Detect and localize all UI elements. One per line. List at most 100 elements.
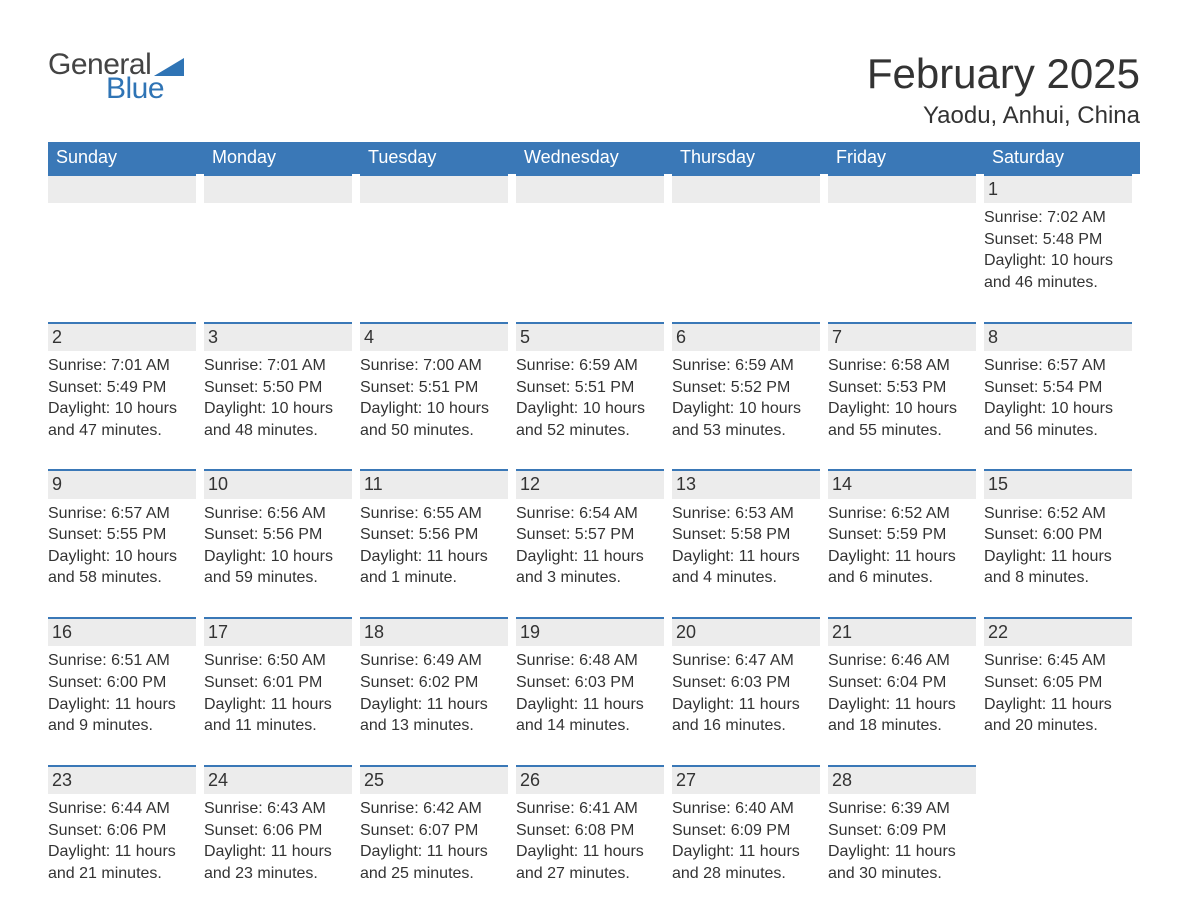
day-cell: 19Sunrise: 6:48 AMSunset: 6:03 PMDayligh… bbox=[516, 617, 672, 765]
daylight-text: and 59 minutes. bbox=[204, 567, 352, 589]
daylight-text: and 56 minutes. bbox=[984, 420, 1132, 442]
logo: General Blue bbox=[48, 50, 184, 104]
day-number-bar: 7 bbox=[828, 322, 976, 351]
daylight-text: Daylight: 10 hours bbox=[48, 398, 196, 420]
sunset-text: Sunset: 6:04 PM bbox=[828, 672, 976, 694]
sunrise-text: Sunrise: 6:46 AM bbox=[828, 650, 976, 672]
sunrise-text: Sunrise: 6:48 AM bbox=[516, 650, 664, 672]
sunset-text: Sunset: 5:51 PM bbox=[360, 377, 508, 399]
daylight-text: and 30 minutes. bbox=[828, 863, 976, 885]
day-number-bar: 20 bbox=[672, 617, 820, 646]
sunrise-text: Sunrise: 6:56 AM bbox=[204, 503, 352, 525]
day-cell bbox=[360, 174, 516, 322]
sunrise-text: Sunrise: 6:40 AM bbox=[672, 798, 820, 820]
sunrise-text: Sunrise: 7:01 AM bbox=[48, 355, 196, 377]
sunrise-text: Sunrise: 7:00 AM bbox=[360, 355, 508, 377]
week-row: 9Sunrise: 6:57 AMSunset: 5:55 PMDaylight… bbox=[48, 469, 1140, 617]
daylight-text: Daylight: 11 hours bbox=[204, 694, 352, 716]
sunrise-text: Sunrise: 6:39 AM bbox=[828, 798, 976, 820]
daylight-text: Daylight: 11 hours bbox=[48, 841, 196, 863]
sunset-text: Sunset: 5:52 PM bbox=[672, 377, 820, 399]
daylight-text: Daylight: 10 hours bbox=[48, 546, 196, 568]
sunset-text: Sunset: 6:09 PM bbox=[672, 820, 820, 842]
day-cell: 22Sunrise: 6:45 AMSunset: 6:05 PMDayligh… bbox=[984, 617, 1140, 765]
sunset-text: Sunset: 5:51 PM bbox=[516, 377, 664, 399]
daylight-text: and 11 minutes. bbox=[204, 715, 352, 737]
day-cell: 8 Sunrise: 6:57 AMSunset: 5:54 PMDaylight… bbox=[984, 322, 1140, 470]
daylight-text: Daylight: 11 hours bbox=[828, 546, 976, 568]
sunset-text: Sunset: 5:50 PM bbox=[204, 377, 352, 399]
sunset-text: Sunset: 6:03 PM bbox=[516, 672, 664, 694]
day-number-bar: 25 bbox=[360, 765, 508, 794]
daylight-text: Daylight: 11 hours bbox=[48, 694, 196, 716]
daylight-text: Daylight: 10 hours bbox=[984, 398, 1132, 420]
day-cell bbox=[984, 765, 1140, 913]
daylight-text: Daylight: 11 hours bbox=[516, 546, 664, 568]
sunrise-text: Sunrise: 6:59 AM bbox=[516, 355, 664, 377]
weeks-container: 1Sunrise: 7:02 AMSunset: 5:48 PMDaylight… bbox=[48, 174, 1140, 912]
sunrise-text: Sunrise: 6:41 AM bbox=[516, 798, 664, 820]
daylight-text: and 53 minutes. bbox=[672, 420, 820, 442]
day-cell: 26Sunrise: 6:41 AMSunset: 6:08 PMDayligh… bbox=[516, 765, 672, 913]
sunset-text: Sunset: 6:00 PM bbox=[48, 672, 196, 694]
sunrise-text: Sunrise: 6:47 AM bbox=[672, 650, 820, 672]
daylight-text: and 3 minutes. bbox=[516, 567, 664, 589]
weekday-wednesday: Wednesday bbox=[516, 142, 672, 174]
day-cell: 27Sunrise: 6:40 AMSunset: 6:09 PMDayligh… bbox=[672, 765, 828, 913]
sunset-text: Sunset: 5:59 PM bbox=[828, 524, 976, 546]
day-cell: 23Sunrise: 6:44 AMSunset: 6:06 PMDayligh… bbox=[48, 765, 204, 913]
day-number-bar: 27 bbox=[672, 765, 820, 794]
sunset-text: Sunset: 5:54 PM bbox=[984, 377, 1132, 399]
daylight-text: and 4 minutes. bbox=[672, 567, 820, 589]
day-number-bar: 21 bbox=[828, 617, 976, 646]
week-row: 23Sunrise: 6:44 AMSunset: 6:06 PMDayligh… bbox=[48, 765, 1140, 913]
daylight-text: and 18 minutes. bbox=[828, 715, 976, 737]
weekday-sunday: Sunday bbox=[48, 142, 204, 174]
day-number-bar: 17 bbox=[204, 617, 352, 646]
sunset-text: Sunset: 6:02 PM bbox=[360, 672, 508, 694]
logo-text-blue: Blue bbox=[106, 74, 184, 104]
day-cell: 3Sunrise: 7:01 AMSunset: 5:50 PMDaylight… bbox=[204, 322, 360, 470]
day-number-bar: 1 bbox=[984, 174, 1132, 203]
day-cell: 4 Sunrise: 7:00 AMSunset: 5:51 PMDaylight… bbox=[360, 322, 516, 470]
daylight-text: and 8 minutes. bbox=[984, 567, 1132, 589]
weekday-friday: Friday bbox=[828, 142, 984, 174]
weekday-thursday: Thursday bbox=[672, 142, 828, 174]
daylight-text: Daylight: 10 hours bbox=[984, 250, 1132, 272]
day-number-bar: 8 bbox=[984, 322, 1132, 351]
day-cell: 14Sunrise: 6:52 AMSunset: 5:59 PMDayligh… bbox=[828, 469, 984, 617]
day-number-bar: 4 bbox=[360, 322, 508, 351]
day-cell: 13Sunrise: 6:53 AMSunset: 5:58 PMDayligh… bbox=[672, 469, 828, 617]
day-cell: 9Sunrise: 6:57 AMSunset: 5:55 PMDaylight… bbox=[48, 469, 204, 617]
week-row: 1Sunrise: 7:02 AMSunset: 5:48 PMDaylight… bbox=[48, 174, 1140, 322]
day-number-bar: 24 bbox=[204, 765, 352, 794]
day-number-bar: 2 bbox=[48, 322, 196, 351]
day-cell: 2Sunrise: 7:01 AMSunset: 5:49 PMDaylight… bbox=[48, 322, 204, 470]
day-cell: 11Sunrise: 6:55 AMSunset: 5:56 PMDayligh… bbox=[360, 469, 516, 617]
daylight-text: Daylight: 10 hours bbox=[360, 398, 508, 420]
day-number-bar: 15 bbox=[984, 469, 1132, 498]
sunrise-text: Sunrise: 6:57 AM bbox=[984, 355, 1132, 377]
day-cell bbox=[516, 174, 672, 322]
day-cell: 15Sunrise: 6:52 AMSunset: 6:00 PMDayligh… bbox=[984, 469, 1140, 617]
day-cell bbox=[48, 174, 204, 322]
day-cell: 20Sunrise: 6:47 AMSunset: 6:03 PMDayligh… bbox=[672, 617, 828, 765]
daylight-text: Daylight: 11 hours bbox=[360, 841, 508, 863]
weekday-monday: Monday bbox=[204, 142, 360, 174]
sunrise-text: Sunrise: 6:58 AM bbox=[828, 355, 976, 377]
daylight-text: and 21 minutes. bbox=[48, 863, 196, 885]
week-row: 16Sunrise: 6:51 AMSunset: 6:00 PMDayligh… bbox=[48, 617, 1140, 765]
daylight-text: and 46 minutes. bbox=[984, 272, 1132, 294]
daylight-text: Daylight: 11 hours bbox=[360, 694, 508, 716]
daylight-text: and 13 minutes. bbox=[360, 715, 508, 737]
sunset-text: Sunset: 6:09 PM bbox=[828, 820, 976, 842]
day-cell: 5Sunrise: 6:59 AMSunset: 5:51 PMDaylight… bbox=[516, 322, 672, 470]
daylight-text: Daylight: 11 hours bbox=[672, 694, 820, 716]
sunrise-text: Sunrise: 6:55 AM bbox=[360, 503, 508, 525]
daylight-text: Daylight: 11 hours bbox=[516, 694, 664, 716]
sunset-text: Sunset: 6:05 PM bbox=[984, 672, 1132, 694]
sunset-text: Sunset: 6:06 PM bbox=[204, 820, 352, 842]
day-cell: 6Sunrise: 6:59 AMSunset: 5:52 PMDaylight… bbox=[672, 322, 828, 470]
title-block: February 2025 Yaodu, Anhui, China bbox=[867, 50, 1140, 130]
sunrise-text: Sunrise: 7:01 AM bbox=[204, 355, 352, 377]
